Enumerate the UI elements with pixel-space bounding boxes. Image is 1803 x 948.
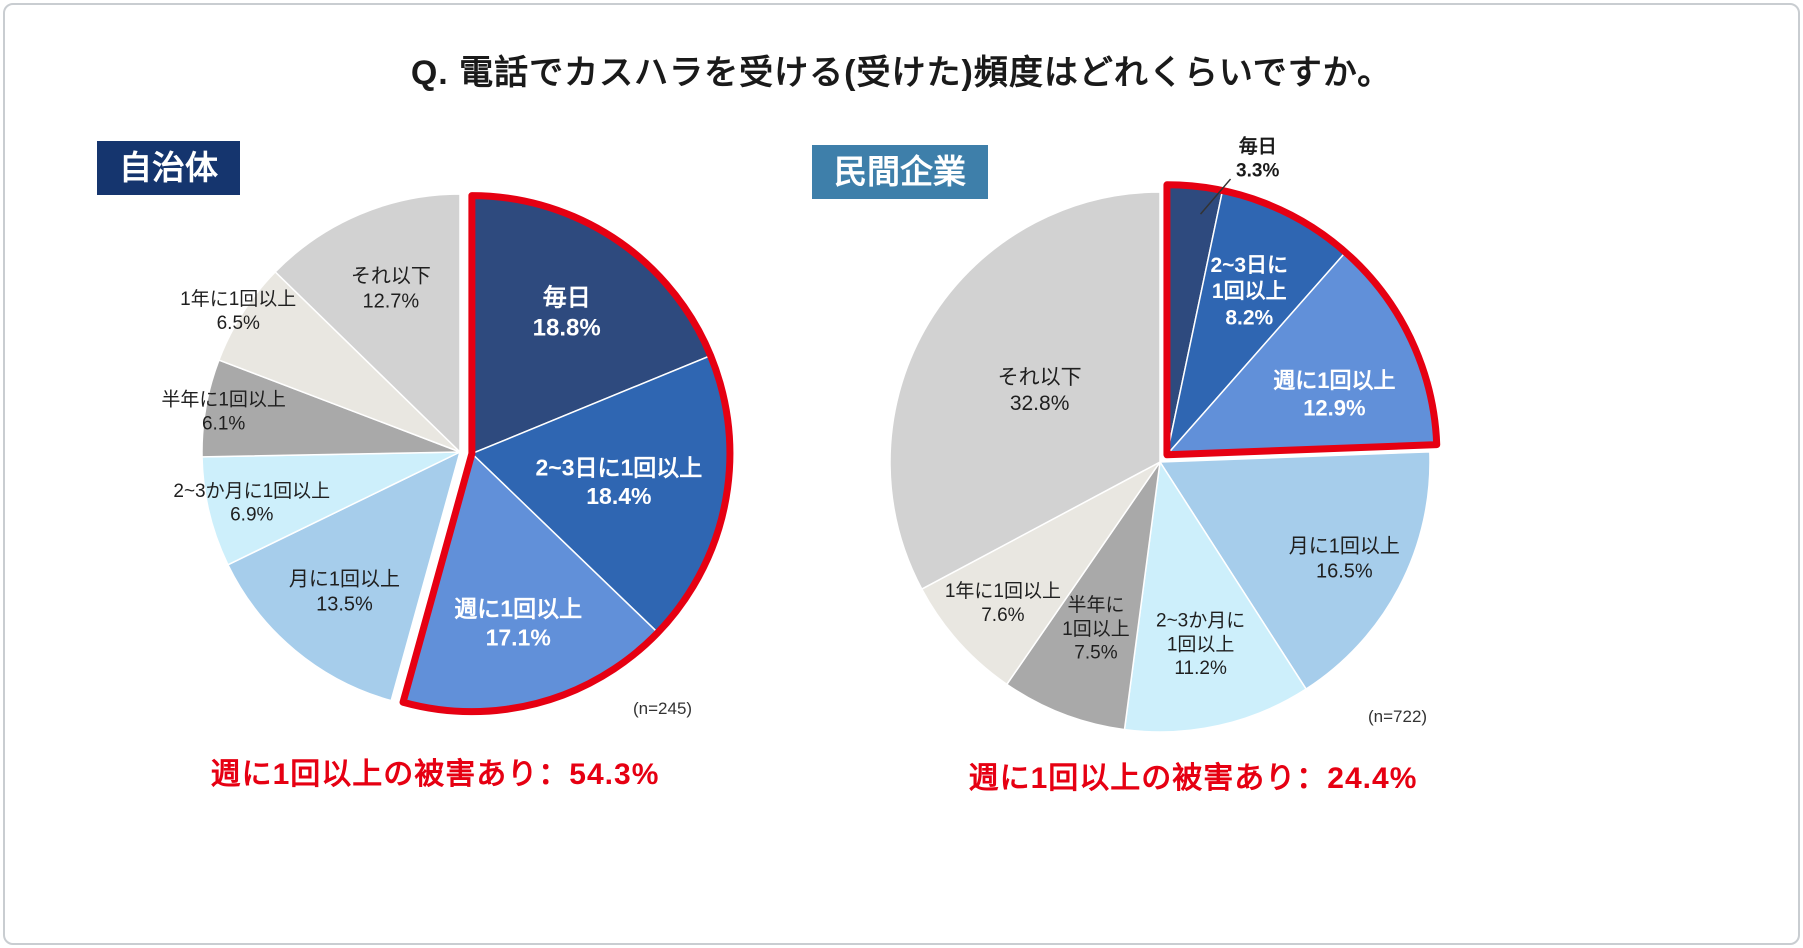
slice-label: 2~3か月に1回以上 6.9%	[173, 480, 330, 526]
pie-slice	[1005, 461, 1161, 731]
pie-slice	[274, 193, 461, 454]
slice-label: 1年に1回以上 7.6%	[945, 580, 1061, 626]
pie-slice	[1123, 459, 1308, 733]
question-title: Q. 電話でカスハラを受ける(受けた)頻度はどれくらいですか。	[410, 54, 1393, 92]
slice-label: 半年に 1回以上 7.5%	[1062, 594, 1130, 664]
slice-label: それ以下 12.7%	[351, 265, 431, 312]
slice-label: 毎日 18.8%	[533, 285, 601, 342]
slice-label: 半年に1回以上 6.1%	[161, 389, 286, 435]
slice-label: 週に1回以上 17.1%	[454, 596, 582, 651]
pie-slice	[1158, 451, 1431, 691]
pie-chart-private-company: 毎日 3.3% 2~3日に 1回以上 8.2% 週に1回以上 12.9% 月に1回以上 16.5…	[889, 135, 1441, 733]
slice-label: 1年に1回以上 6.5%	[180, 288, 296, 334]
sample-size-municipality: (n=245)	[633, 699, 693, 718]
pie-slice	[920, 461, 1161, 686]
group-badge-private-company: 民間企業	[812, 145, 988, 199]
highlight-note-private-company: 週に1回以上の被害あり：24.4%	[968, 762, 1418, 795]
pie-slice	[889, 191, 1161, 591]
pie-slice	[201, 451, 461, 566]
group-badge-municipality: 自治体	[97, 141, 240, 195]
slice-label: 毎日 3.3%	[1236, 135, 1279, 182]
slice-label: 月に1回以上 13.5%	[289, 567, 400, 615]
slice-label: 週に1回以上 12.9%	[1273, 368, 1395, 421]
slice-label: それ以下 32.8%	[998, 366, 1082, 415]
highlight-outline	[1163, 181, 1441, 459]
slice-label: 2~3日に 1回以上 8.2%	[1210, 254, 1288, 330]
slice-label: 2~3日に1回以上 18.4%	[535, 454, 702, 509]
highlight-outline	[399, 192, 734, 716]
slice-label: 2~3か月に 1回以上 11.2%	[1156, 611, 1245, 680]
highlight-note-municipality: 週に1回以上の被害あり：54.3%	[210, 758, 660, 791]
pie-slice	[226, 450, 462, 702]
pie-chart-municipality: 毎日 18.8% 2~3日に1回以上 18.4% 週に1回以上 17.1% 月に1回以上 13…	[161, 192, 734, 716]
card-frame: Q. 電話でカスハラを受ける(受けた)頻度はどれくらいですか。 自治体 民間企業…	[3, 3, 1800, 945]
leader-line	[1199, 178, 1232, 215]
slice-label: 月に1回以上 16.5%	[1289, 535, 1400, 583]
sample-size-private-company: (n=722)	[1368, 707, 1428, 726]
